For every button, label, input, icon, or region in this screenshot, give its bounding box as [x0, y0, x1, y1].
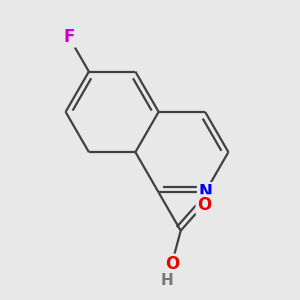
Text: H: H [161, 273, 174, 288]
Text: O: O [197, 196, 211, 214]
Text: N: N [198, 183, 212, 201]
Text: O: O [165, 255, 179, 273]
Text: F: F [63, 28, 75, 46]
